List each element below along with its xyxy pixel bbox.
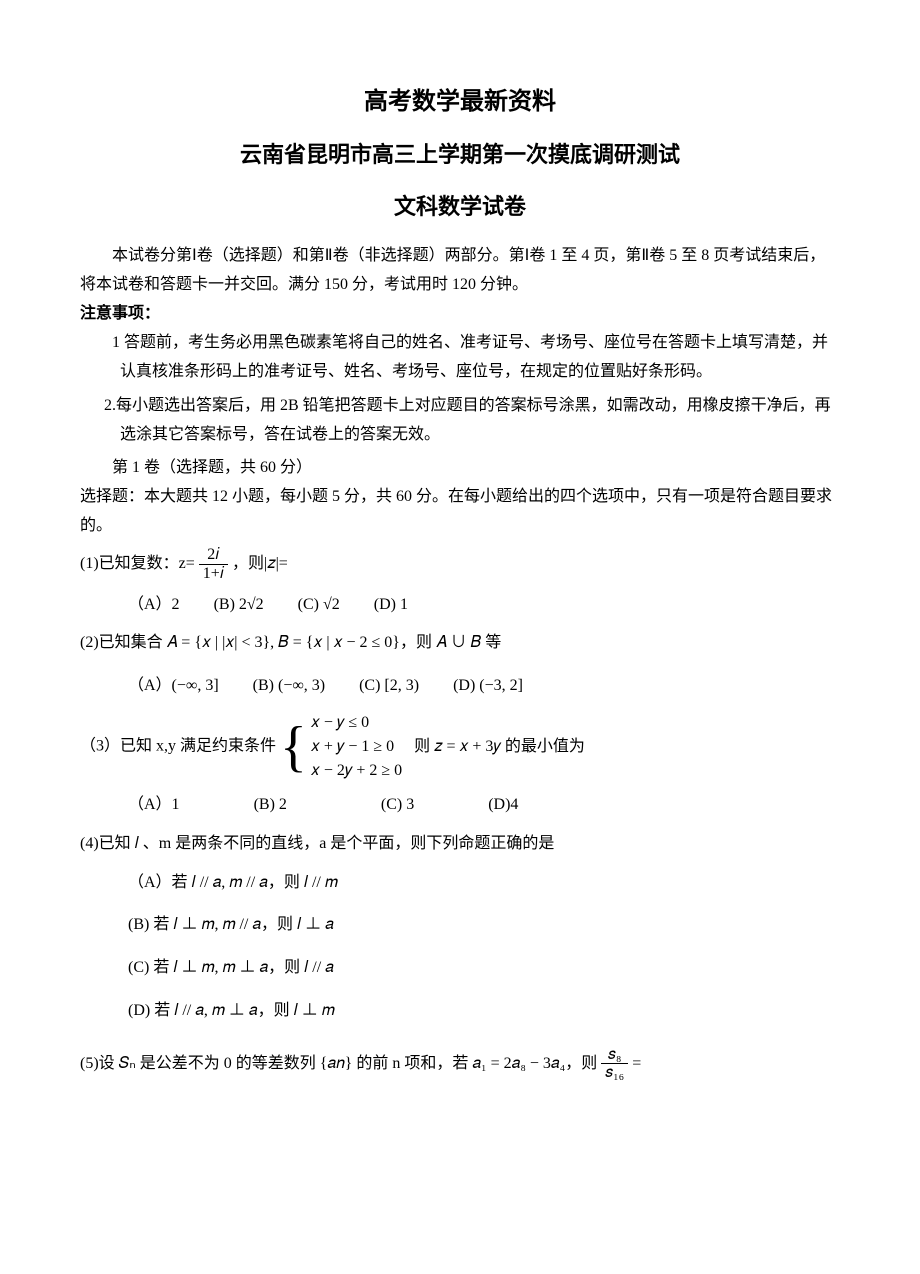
q4-opt-d-row: (D) 若 𝑙 // 𝑎, 𝑚 ⊥ 𝑎，则 𝑙 ⊥ 𝑚: [80, 997, 840, 1026]
title-sub2: 文科数学试卷: [80, 187, 840, 227]
notice-1: 1 答题前，考生务必用黑色碳素笔将自己的姓名、准考证号、考场号、座位号在答题卡上…: [80, 329, 840, 387]
question-5: (5)设 𝑆ₙ 是公差不为 0 的等差数列 {𝑎𝑛} 的前 n 项和，若 𝑎₁ …: [80, 1046, 840, 1082]
q1-frac-num: 2𝑖: [199, 546, 228, 565]
q1-stem-pre: (1)已知复数：z=: [80, 555, 195, 572]
q1-options: （A）2 (B) 2√2 (C) √2 (D) 1: [80, 591, 840, 620]
q4-opt-d: (D) 若 𝑙 // 𝑎, 𝑚 ⊥ 𝑎，则 𝑙 ⊥ 𝑚: [128, 997, 335, 1026]
q5-frac-num: 𝑠₈: [601, 1046, 628, 1065]
question-4: (4)已知 𝑙 、m 是两条不同的直线，a 是个平面，则下列命题正确的是: [80, 830, 840, 859]
title-sub: 云南省昆明市高三上学期第一次摸底调研测试: [80, 135, 840, 175]
q3-options: （A）1 (B) 2 (C) 3 (D)4: [80, 791, 840, 820]
q2-options: （A）(−∞, 3] (B) (−∞, 3) (C) [2, 3) (D) (−…: [80, 672, 840, 701]
q5-stem-pre: (5)设 𝑆ₙ 是公差不为 0 的等差数列 {𝑎𝑛} 的前 n 项和，若 𝑎₁ …: [80, 1054, 601, 1071]
question-2: (2)已知集合 𝐴 = {𝑥 | |𝑥| < 3}, 𝐵 = {𝑥 | 𝑥 − …: [80, 629, 840, 658]
q3-stem-post: 则 𝑧 = 𝑥 + 3𝑦 的最小值为: [414, 738, 585, 755]
q1-opt-d: (D) 1: [374, 591, 408, 620]
title-main: 高考数学最新资料: [80, 80, 840, 123]
q2-opt-d: (D) (−3, 2]: [453, 672, 523, 701]
q1-opt-c: (C) √2: [298, 591, 340, 620]
q4-opt-a-row: （A）若 𝑙 // 𝑎, 𝑚 // 𝑎，则 𝑙 // 𝑚: [80, 869, 840, 898]
q4-opt-b-row: (B) 若 𝑙 ⊥ 𝑚, 𝑚 // 𝑎，则 𝑙 ⊥ 𝑎: [80, 911, 840, 940]
q1-opt-a: （A）2: [128, 591, 180, 620]
q3-stem-pre: （3）已知 x,y 满足约束条件: [80, 738, 276, 755]
q3-opt-a: （A）1: [128, 791, 180, 820]
q3-opt-d: (D)4: [488, 791, 518, 820]
q3-opt-b: (B) 2: [254, 791, 287, 820]
q5-fraction: 𝑠₈ 𝑠₁₆: [601, 1046, 628, 1082]
q4-opt-b: (B) 若 𝑙 ⊥ 𝑚, 𝑚 // 𝑎，则 𝑙 ⊥ 𝑎: [128, 911, 334, 940]
q1-stem-post: ，则|𝑧|=: [232, 555, 288, 572]
q3-line3: 𝑥 − 2𝑦 + 2 ≥ 0: [311, 759, 402, 783]
q5-stem-post: =: [632, 1054, 641, 1071]
q2-opt-b: (B) (−∞, 3): [253, 672, 325, 701]
q2-opt-a: （A）(−∞, 3]: [128, 672, 219, 701]
q4-opt-a: （A）若 𝑙 // 𝑎, 𝑚 // 𝑎，则 𝑙 // 𝑚: [128, 869, 338, 898]
brace-icon: {: [280, 719, 307, 775]
section-desc: 选择题：本大题共 12 小题，每小题 5 分，共 60 分。在每小题给出的四个选…: [80, 483, 840, 541]
q3-opt-c: (C) 3: [381, 791, 414, 820]
q3-line1: 𝑥 − 𝑦 ≤ 0: [311, 711, 402, 735]
q5-frac-den: 𝑠₁₆: [601, 1064, 628, 1082]
q2-opt-c: (C) [2, 3): [359, 672, 419, 701]
question-1: (1)已知复数：z= 2𝑖 1+𝑖 ，则|𝑧|=: [80, 546, 840, 582]
q4-opt-c-row: (C) 若 𝑙 ⊥ 𝑚, 𝑚 ⊥ 𝑎，则 𝑙 // 𝑎: [80, 954, 840, 983]
section-1-title: 第 1 卷（选择题，共 60 分）: [80, 454, 840, 483]
q3-constraints: 𝑥 − 𝑦 ≤ 0 𝑥 + 𝑦 − 1 ≥ 0 𝑥 − 2𝑦 + 2 ≥ 0: [311, 711, 402, 783]
q1-frac-den: 1+𝑖: [199, 565, 228, 583]
q4-opt-c: (C) 若 𝑙 ⊥ 𝑚, 𝑚 ⊥ 𝑎，则 𝑙 // 𝑎: [128, 954, 334, 983]
q1-fraction: 2𝑖 1+𝑖: [199, 546, 228, 582]
q1-opt-b: (B) 2√2: [214, 591, 264, 620]
question-3: （3）已知 x,y 满足约束条件 { 𝑥 − 𝑦 ≤ 0 𝑥 + 𝑦 − 1 ≥…: [80, 711, 840, 783]
intro-p1: 本试卷分第Ⅰ卷（选择题）和第Ⅱ卷（非选择题）两部分。第Ⅰ卷 1 至 4 页，第Ⅱ…: [80, 242, 840, 300]
notice-label: 注意事项：: [80, 300, 840, 329]
q3-line2: 𝑥 + 𝑦 − 1 ≥ 0: [311, 735, 402, 759]
notice-2: 2.每小题选出答案后，用 2B 铅笔把答题卡上对应题目的答案标号涂黑，如需改动，…: [80, 392, 840, 450]
